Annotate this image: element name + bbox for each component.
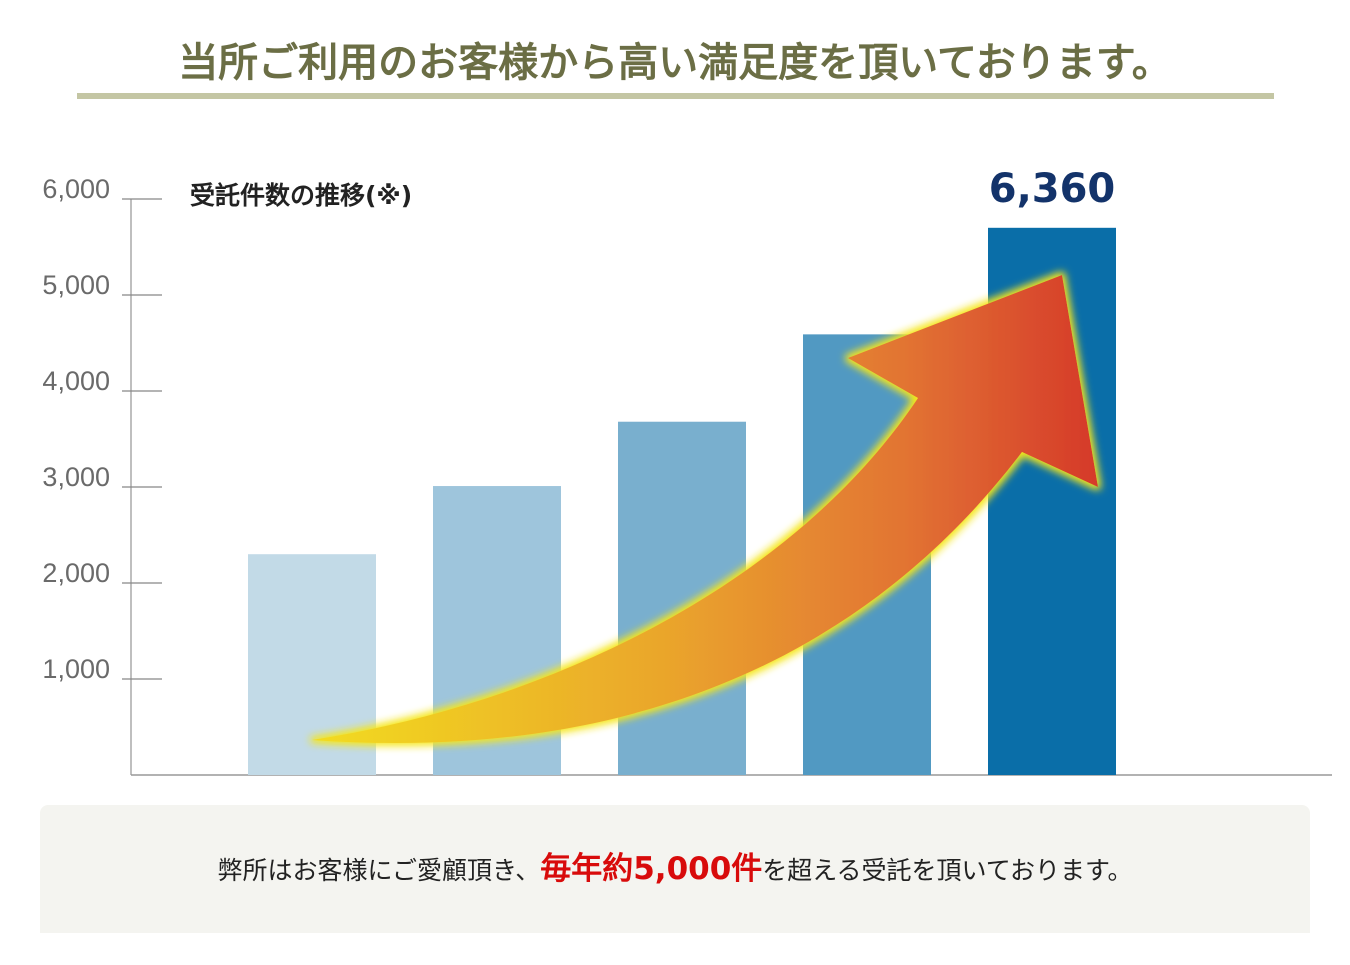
- bar-chart: 1,000 2,000 3,000 4,000 5,000 6,000 受託件数の推移(※…: [42, 166, 1332, 776]
- note-text-end: を超える受託を頂いております。: [762, 856, 1133, 885]
- note-text: 弊所はお客様にご愛顧頂き、: [217, 856, 541, 885]
- y-tick-label: 2,000: [42, 558, 110, 588]
- y-tick-label: 1,000: [42, 654, 110, 684]
- summary-note: 弊所はお客様にご愛顧頂き、毎年約5,000件を超える受託を頂いております。: [40, 805, 1310, 933]
- highlight-value-label: 6,360: [989, 166, 1116, 212]
- trend-arrow-icon: [312, 275, 1098, 744]
- note-highlight: 毎年約5,000件: [540, 851, 763, 887]
- page-title: 当所ご利用のお客様から高い満足度を頂いております。: [178, 40, 1172, 86]
- title-underline: [77, 93, 1274, 99]
- y-tick-label: 4,000: [42, 366, 110, 396]
- y-tick-label: 5,000: [42, 270, 110, 300]
- chart-title: 受託件数の推移(※): [190, 181, 412, 210]
- y-tick-label: 6,000: [42, 174, 110, 204]
- y-tick-label: 3,000: [42, 462, 110, 492]
